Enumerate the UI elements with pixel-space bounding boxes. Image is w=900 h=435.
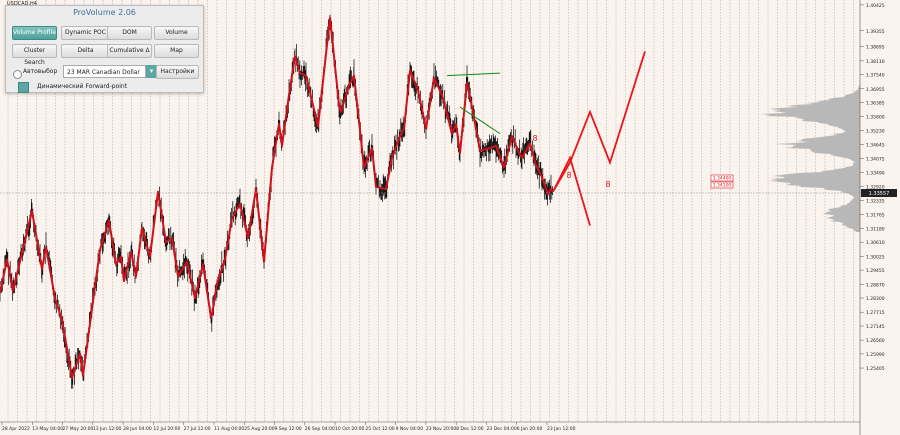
- time-tick-label: 23 Dec 04:00: [486, 426, 516, 432]
- price-tick-label: 1.38110: [866, 59, 885, 65]
- autoselect-label: Автовыбор: [23, 68, 58, 75]
- price-axis: 1.40425 1.39355 1.38695 1.38110 1.37540 1.369…: [860, 3, 885, 372]
- time-tick-label: 25 Aug 20:00: [244, 426, 274, 432]
- map-button[interactable]: Map: [154, 44, 199, 58]
- time-tick-label: 6 Jan 20:00: [517, 426, 543, 432]
- price-tick-label: 1.26560: [866, 338, 885, 344]
- price-tick-label: 1.39355: [866, 29, 885, 35]
- time-tick-label: 13 May 04:00: [32, 426, 63, 432]
- volume-profile-button[interactable]: Volume Profile: [12, 26, 57, 40]
- price-tick-label: 1.33490: [866, 171, 885, 177]
- level-marks: 1.34400 1.34100: [710, 174, 734, 189]
- time-tick-label: 23 Nov 20:00: [426, 426, 456, 432]
- price-tick-label: 1.34075: [866, 156, 885, 162]
- dom-button[interactable]: DOM: [107, 26, 152, 40]
- time-tick-label: 26 Sep 04:00: [305, 426, 335, 432]
- price-tick-label: 1.36955: [866, 87, 885, 93]
- time-tick-label: 27 May 20:00: [63, 426, 94, 432]
- time-axis: 28 Apr 2022 13 May 04:00 27 May 20:00 13 Ju…: [1, 422, 576, 432]
- autoselect-checkbox[interactable]: [13, 70, 22, 79]
- time-tick-label: 28 Apr 2022: [2, 426, 30, 432]
- settings-button[interactable]: Настройки: [156, 65, 199, 79]
- price-tick-label: 1.25990: [866, 352, 885, 358]
- chevron-down-icon[interactable]: ▾: [146, 65, 157, 78]
- dynamic-poc-button[interactable]: Dynamic POC: [61, 26, 110, 40]
- time-tick-label: 9 Sep 12:00: [275, 426, 302, 432]
- price-tick-label: 1.30025: [866, 254, 885, 260]
- level-mark-label: 1.34400: [713, 176, 732, 182]
- time-tick-label: 23 Jan 12:00: [547, 426, 576, 432]
- forecast-lines: [552, 51, 646, 226]
- time-tick-label: 9 Nov 04:00: [396, 426, 424, 432]
- price-tick-label: 1.36385: [866, 101, 885, 107]
- price-tick-label: 1.32335: [866, 198, 885, 204]
- time-tick-label: 8 Dec 12:00: [456, 426, 484, 432]
- price-tick-label: 1.37540: [866, 73, 885, 79]
- volume-profile-area: [760, 80, 860, 232]
- price-tick-label: 1.31180: [866, 226, 885, 232]
- wave-label: 8: [566, 171, 571, 180]
- price-tick-label: 1.32920: [866, 184, 885, 190]
- cumulative-delta-button[interactable]: Cumulative Δ: [107, 44, 152, 58]
- price-tick-label: 1.27715: [866, 310, 885, 316]
- wave-label: 8: [532, 134, 537, 143]
- price-tick-label: 1.34645: [866, 143, 885, 149]
- volume-button[interactable]: Volume: [154, 26, 199, 40]
- price-tick-label: 1.31765: [866, 212, 885, 218]
- forecast-down-line: [552, 155, 591, 226]
- current-price-label: 1.33557: [869, 191, 890, 197]
- volume-profile: [760, 80, 860, 232]
- price-tick-label: 1.38695: [866, 45, 885, 51]
- instrument-select[interactable]: 23 MAR Canadian Dollar: [63, 65, 146, 78]
- price-tick-label: 1.35230: [866, 128, 885, 134]
- price-tick-label: 1.30610: [866, 240, 885, 246]
- green-channel: [446, 72, 501, 135]
- provolume-panel: ProVolume 2.06 Volume Profile Dynamic PO…: [5, 5, 204, 93]
- time-tick-label: 27 Jul 12:00: [184, 426, 211, 432]
- level-mark-label: 1.34100: [713, 183, 732, 189]
- time-tick-label: 11 Aug 04:00: [214, 426, 244, 432]
- symbol-label: USDCAD,H4: [7, 1, 37, 7]
- price-tick-label: 1.25405: [866, 366, 885, 372]
- delta-button[interactable]: Delta: [61, 44, 110, 58]
- price-tick-label: 1.28300: [866, 296, 885, 302]
- time-tick-label: 12 Jul 20:00: [153, 426, 180, 432]
- price-tick-label: 1.29455: [866, 268, 885, 274]
- time-tick-label: 10 Oct 20:00: [335, 426, 364, 432]
- price-tick-label: 1.35800: [866, 115, 885, 121]
- forward-point-label: Динамический Forward-point: [37, 83, 128, 90]
- time-tick-label: 28 Jun 04:00: [123, 426, 152, 432]
- zigzag-line: [0, 16, 554, 379]
- channel-bottom-line: [459, 106, 501, 135]
- channel-top-line: [446, 72, 501, 77]
- price-tick-label: 1.28870: [866, 282, 885, 288]
- cluster-search-button[interactable]: Cluster Search: [12, 44, 57, 66]
- price-tick-label: 1.27145: [866, 324, 885, 330]
- time-tick-label: 25 Oct 12:00: [365, 426, 394, 432]
- time-tick-label: 13 Jun 12:00: [93, 426, 122, 432]
- forecast-up-line: [552, 51, 646, 193]
- forward-point-toggle[interactable]: [18, 82, 29, 93]
- panel-title: ProVolume 2.06: [73, 8, 136, 17]
- zigzag-polyline: [0, 16, 554, 379]
- current-price-tag: 1.33557: [861, 189, 897, 197]
- wave-label: 8: [605, 180, 610, 189]
- price-tick-label: 1.40425: [866, 3, 885, 9]
